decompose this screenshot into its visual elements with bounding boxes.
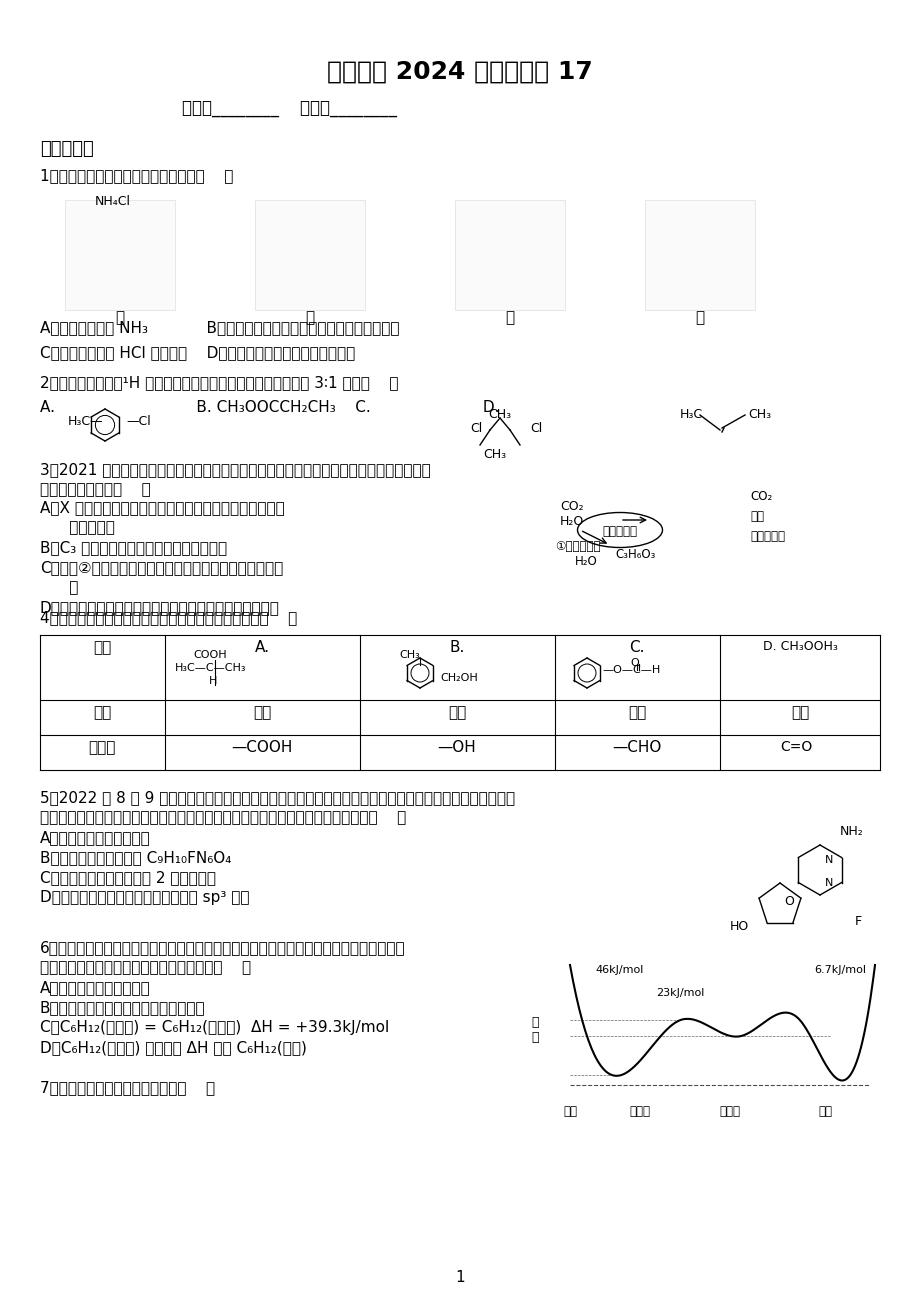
Text: C．该有机物中五元环上有 2 种一氯代物: C．该有机物中五元环上有 2 种一氯代物 (40, 870, 216, 885)
Text: CH₃: CH₃ (482, 448, 506, 461)
Text: 1: 1 (455, 1269, 464, 1285)
Text: H₃C—C—CH₃: H₃C—C—CH₃ (175, 663, 246, 673)
Text: H₃C: H₃C (679, 408, 702, 421)
Text: 酚类: 酚类 (448, 704, 466, 720)
Text: Cl: Cl (529, 422, 541, 435)
Text: F: F (854, 915, 861, 928)
Text: 7．下列说法或表示方法正确的是（    ）: 7．下列说法或表示方法正确的是（ ） (40, 1079, 215, 1095)
Text: —O—C—H: —O—C—H (601, 665, 660, 674)
Bar (65, 201, 175, 310)
Text: A．X 射线衍射等技术可检测合成淀粉与天然淀粉的结构组: A．X 射线衍射等技术可检测合成淀粉与天然淀粉的结构组 (40, 500, 285, 516)
Text: A.: A. (255, 641, 269, 655)
Text: B．扭船式结构转化成椅式结构释放能量: B．扭船式结构转化成椅式结构释放能量 (40, 1000, 206, 1016)
Text: A．相同条件下船式最稳定: A．相同条件下船式最稳定 (40, 980, 151, 995)
Text: 班级：________    姓名：________: 班级：________ 姓名：________ (182, 100, 397, 118)
Text: 成是否一致: 成是否一致 (40, 519, 115, 535)
Text: C．反应②中涉及到极性键、非极性键的断裂和极性键的形: C．反应②中涉及到极性键、非极性键的断裂和极性键的形 (40, 560, 283, 575)
Text: NH₄Cl: NH₄Cl (95, 195, 130, 208)
Text: 酮类: 酮类 (790, 704, 808, 720)
Text: N: N (824, 878, 833, 888)
Text: 1．下列实验装置能达到实验目的的是（    ）: 1．下列实验装置能达到实验目的的是（ ） (40, 168, 233, 184)
Text: C=O: C=O (779, 740, 811, 754)
Text: 丁: 丁 (695, 310, 704, 326)
Text: 23kJ/mol: 23kJ/mol (655, 988, 703, 999)
Text: CO₂: CO₂ (560, 500, 583, 513)
Text: C．C₆H₁₂(平椅式) = C₆H₁₂(扭船式)  ΔH = +39.3kJ/mol: C．C₆H₁₂(平椅式) = C₆H₁₂(扭船式) ΔH = +39.3kJ/m… (40, 1019, 389, 1035)
Text: 丙: 丙 (505, 310, 514, 326)
Text: COOH: COOH (193, 650, 227, 660)
Text: A．用装置甲制取 NH₃            B．用装置乙分离沸点相差大的两种液体混合物: A．用装置甲制取 NH₃ B．用装置乙分离沸点相差大的两种液体混合物 (40, 320, 399, 335)
Text: 甲: 甲 (115, 310, 124, 326)
Text: 6.7kJ/mol: 6.7kJ/mol (813, 965, 865, 975)
Text: 乙: 乙 (305, 310, 314, 326)
Text: 状病毒肺炎诊疗方案（第九版）》，此有机物结构如下图所示，下列说法正确的是（    ）: 状病毒肺炎诊疗方案（第九版）》，此有机物结构如下图所示，下列说法正确的是（ ） (40, 810, 406, 825)
Text: D. CH₃OOH₃: D. CH₃OOH₃ (762, 641, 836, 654)
Text: B．C₃ 的红外光谱图中有羟基的振动吸收峰: B．C₃ 的红外光谱图中有羟基的振动吸收峰 (40, 540, 227, 555)
Text: —CHO: —CHO (612, 740, 661, 755)
Text: D．该过程实现了能量的储存，将太阳能最终转变成化学能: D．该过程实现了能量的储存，将太阳能最终转变成化学能 (40, 600, 279, 615)
Text: 类别: 类别 (93, 704, 111, 720)
Text: D．该有机物六元环上的碳原子均采取 sp³ 杂化: D．该有机物六元环上的碳原子均采取 sp³ 杂化 (40, 891, 249, 905)
Text: O: O (783, 894, 793, 907)
Text: 武定一中 2024 届化学周考 17: 武定一中 2024 届化学周考 17 (327, 60, 592, 85)
Text: 46kJ/mol: 46kJ/mol (596, 965, 643, 975)
Bar (255, 201, 365, 310)
Text: NH₂: NH₂ (839, 825, 863, 838)
Text: A.                             B. CH₃OOCCH₂CH₃    C.                       D.: A. B. CH₃OOCCH₂CH₃ C. D. (40, 400, 499, 415)
Text: 5．2022 年 8 月 9 日，国家卫生健康委办公厅、国家中医药局办公室发布通知，将阿兹夫定片纳入《新型冠: 5．2022 年 8 月 9 日，国家卫生健康委办公厅、国家中医药局办公室发布通… (40, 790, 515, 805)
Text: 生物糖合成: 生物糖合成 (749, 530, 784, 543)
Text: CH₂OH: CH₂OH (439, 673, 477, 684)
Text: 船式: 船式 (817, 1105, 831, 1118)
Text: H₂O: H₂O (560, 516, 584, 529)
Text: —OH: —OH (437, 740, 476, 755)
Text: N: N (824, 855, 833, 865)
Text: B．该有机物的分子式为 C₉H₁₀FN₆O₄: B．该有机物的分子式为 C₉H₁₀FN₆O₄ (40, 850, 231, 865)
Text: CH₃: CH₃ (488, 408, 511, 421)
Text: 半椅式: 半椅式 (629, 1105, 650, 1118)
Text: 4．对下列物质的类别与所含官能团的判断均正确的是（    ）: 4．对下列物质的类别与所含官能团的判断均正确的是（ ） (40, 611, 297, 625)
Text: 量图（位能）如图所示。下列说法正确的是（    ）: 量图（位能）如图所示。下列说法正确的是（ ） (40, 960, 251, 975)
Text: H₃C—: H₃C— (68, 415, 104, 428)
Bar (455, 201, 564, 310)
Text: 成: 成 (40, 579, 78, 595)
Text: CH₃: CH₃ (399, 650, 420, 660)
Text: 太阳能电池: 太阳能电池 (602, 525, 637, 538)
Text: 能
量: 能 量 (530, 1016, 539, 1044)
Text: D．C₆H₁₂(扭船式) 的燃烧热 ΔH 小于 C₆H₁₂(船式): D．C₆H₁₂(扭船式) 的燃烧热 ΔH 小于 C₆H₁₂(船式) (40, 1040, 307, 1055)
Text: ①人工光合成: ①人工光合成 (554, 540, 600, 553)
Text: 物质: 物质 (93, 641, 111, 655)
Text: 一、单选题: 一、单选题 (40, 141, 94, 158)
Bar (644, 201, 754, 310)
Text: 2．下列化合物中，¹H 核磁共振谱只出现两组峰且峰面积之比为 3∶1 的是（    ）: 2．下列化合物中，¹H 核磁共振谱只出现两组峰且峰面积之比为 3∶1 的是（ ） (40, 375, 398, 391)
Text: O: O (630, 658, 639, 668)
Text: HO: HO (729, 921, 748, 934)
Text: C．用装置丙吸收 HCl 并防倒吸    D．用装置丁分离溴苯和水的混合物: C．用装置丙吸收 HCl 并防倒吸 D．用装置丁分离溴苯和水的混合物 (40, 345, 355, 359)
Text: B.: B. (448, 641, 464, 655)
Text: 扭船式: 扭船式 (719, 1105, 740, 1118)
Text: Cl: Cl (470, 422, 482, 435)
Text: —Cl: —Cl (126, 415, 151, 428)
Text: 椅式: 椅式 (562, 1105, 576, 1118)
Text: 淀粉: 淀粉 (749, 510, 763, 523)
Text: A．该物质属于烃的衍生物: A．该物质属于烃的衍生物 (40, 829, 151, 845)
Text: 3．2021 年我国科学家实现了二氧化碳到淀粉的人工合成。有关物质的转化过程示意如图：: 3．2021 年我国科学家实现了二氧化碳到淀粉的人工合成。有关物质的转化过程示意… (40, 462, 430, 477)
Text: C₃H₆O₃: C₃H₆O₃ (614, 548, 654, 561)
Text: CO₂: CO₂ (749, 490, 771, 503)
Text: 下列说法错误的是（    ）: 下列说法错误的是（ ） (40, 482, 151, 497)
Text: CH₃: CH₃ (747, 408, 770, 421)
Text: 醛类: 醛类 (627, 704, 645, 720)
Text: H₂O: H₂O (574, 555, 597, 568)
Text: —COOH: —COOH (231, 740, 292, 755)
Text: 羧酸: 羧酸 (253, 704, 271, 720)
Text: 6．环己烷有多种不同构象，其中椅式、半椅式、扭船式、船式较为典型。各构象的相对能: 6．环己烷有多种不同构象，其中椅式、半椅式、扭船式、船式较为典型。各构象的相对能 (40, 940, 405, 954)
Text: C.: C. (629, 641, 644, 655)
Text: 官能团: 官能团 (88, 740, 116, 755)
Text: H: H (209, 676, 217, 686)
